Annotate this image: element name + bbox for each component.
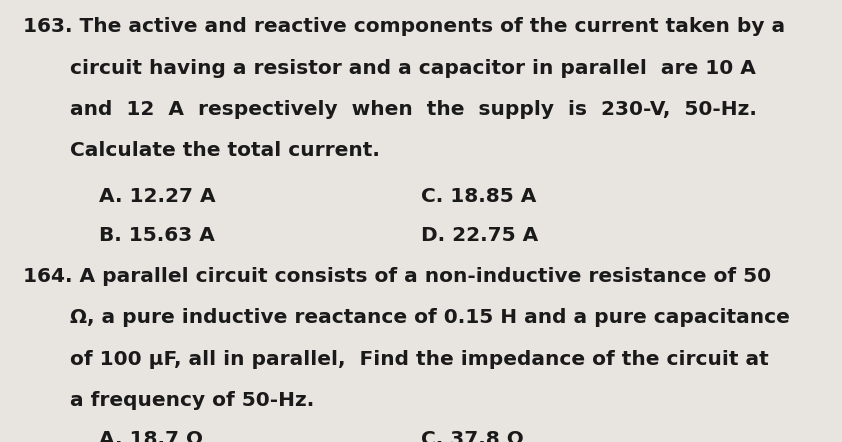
Text: Ω, a pure inductive reactance of 0.15 H and a pure capacitance: Ω, a pure inductive reactance of 0.15 H … [71, 309, 790, 328]
Text: D. 22.75 A: D. 22.75 A [421, 226, 538, 245]
Text: a frequency of 50-Hz.: a frequency of 50-Hz. [71, 391, 315, 410]
Text: A. 18.7 Ω: A. 18.7 Ω [99, 430, 203, 442]
Text: C. 37.8 Ω: C. 37.8 Ω [421, 430, 524, 442]
Text: Calculate the total current.: Calculate the total current. [71, 141, 381, 160]
Text: A. 12.27 A: A. 12.27 A [99, 187, 216, 206]
Text: C. 18.85 A: C. 18.85 A [421, 187, 536, 206]
Text: 164. A parallel circuit consists of a non-inductive resistance of 50: 164. A parallel circuit consists of a no… [24, 267, 771, 286]
Text: circuit having a resistor and a capacitor in parallel  are 10 A: circuit having a resistor and a capacito… [71, 58, 756, 77]
Text: of 100 μF, all in parallel,  Find the impedance of the circuit at: of 100 μF, all in parallel, Find the imp… [71, 350, 769, 369]
Text: 163. The active and reactive components of the current taken by a: 163. The active and reactive components … [24, 17, 786, 36]
Text: B. 15.63 A: B. 15.63 A [99, 226, 215, 245]
Text: and  12  A  respectively  when  the  supply  is  230-V,  50-Hz.: and 12 A respectively when the supply is… [71, 100, 757, 119]
